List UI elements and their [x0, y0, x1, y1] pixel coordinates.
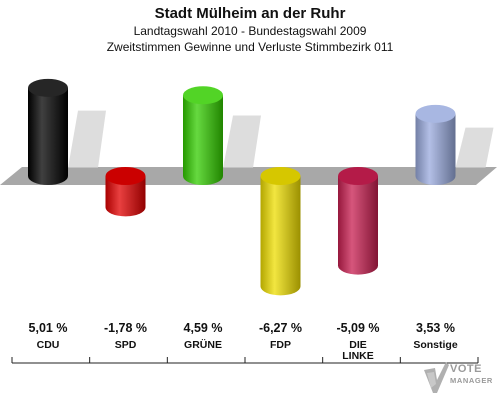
- value-label-4: -5,09 %: [336, 321, 379, 335]
- chart-header: Stadt Mülheim an der Ruhr Landtagswahl 2…: [0, 0, 500, 55]
- logo-line-1: VOTE: [450, 363, 482, 375]
- value-label-1: -1,78 %: [104, 321, 147, 335]
- bar-fdp: [260, 167, 301, 296]
- bar-gr-ne: [183, 86, 223, 185]
- chart-subtitle-1: Landtagswahl 2010 - Bundestagswahl 2009: [133, 24, 367, 38]
- value-labels: 5,01 % -1,78 % 4,59 % -6,27 % -5,09 % 3,53 %: [29, 321, 455, 335]
- bar-die-linke: [338, 167, 378, 275]
- vote-manager-logo: VOTE MANAGER: [422, 360, 494, 394]
- category-label-2: GRÜNE: [184, 338, 222, 351]
- bar-spd: [105, 167, 146, 217]
- category-label-4-0: DIE: [349, 339, 367, 351]
- bar-shadows: [68, 110, 494, 168]
- category-axis: [11, 357, 479, 364]
- value-label-2: 4,59 %: [184, 321, 223, 335]
- category-label-1: SPD: [115, 339, 137, 351]
- bar-cdu: [28, 78, 68, 185]
- bar-shadow-2: [223, 115, 261, 168]
- logo-text: VOTE MANAGER: [450, 363, 493, 387]
- chart-title: Stadt Mülheim an der Ruhr: [154, 5, 346, 22]
- value-label-5: 3,53 %: [416, 321, 455, 335]
- value-label-3: -6,27 %: [259, 321, 302, 335]
- logo-line-2: MANAGER: [450, 376, 493, 385]
- chart-subtitle-2: Zweitstimmen Gewinne und Verluste Stimmb…: [106, 40, 394, 54]
- bars: [28, 78, 456, 296]
- category-label-4-1: LINKE: [342, 350, 374, 362]
- bar-sonstige: [415, 104, 456, 185]
- checkmark-icon: [424, 362, 449, 393]
- value-label-0: 5,01 %: [29, 321, 68, 335]
- category-label-3: FDP: [270, 339, 291, 351]
- bar-shadow-0: [68, 110, 106, 168]
- category-label-0: CDU: [37, 339, 60, 351]
- category-label-5: Sonstige: [413, 339, 457, 351]
- bar-shadow-5: [455, 127, 494, 168]
